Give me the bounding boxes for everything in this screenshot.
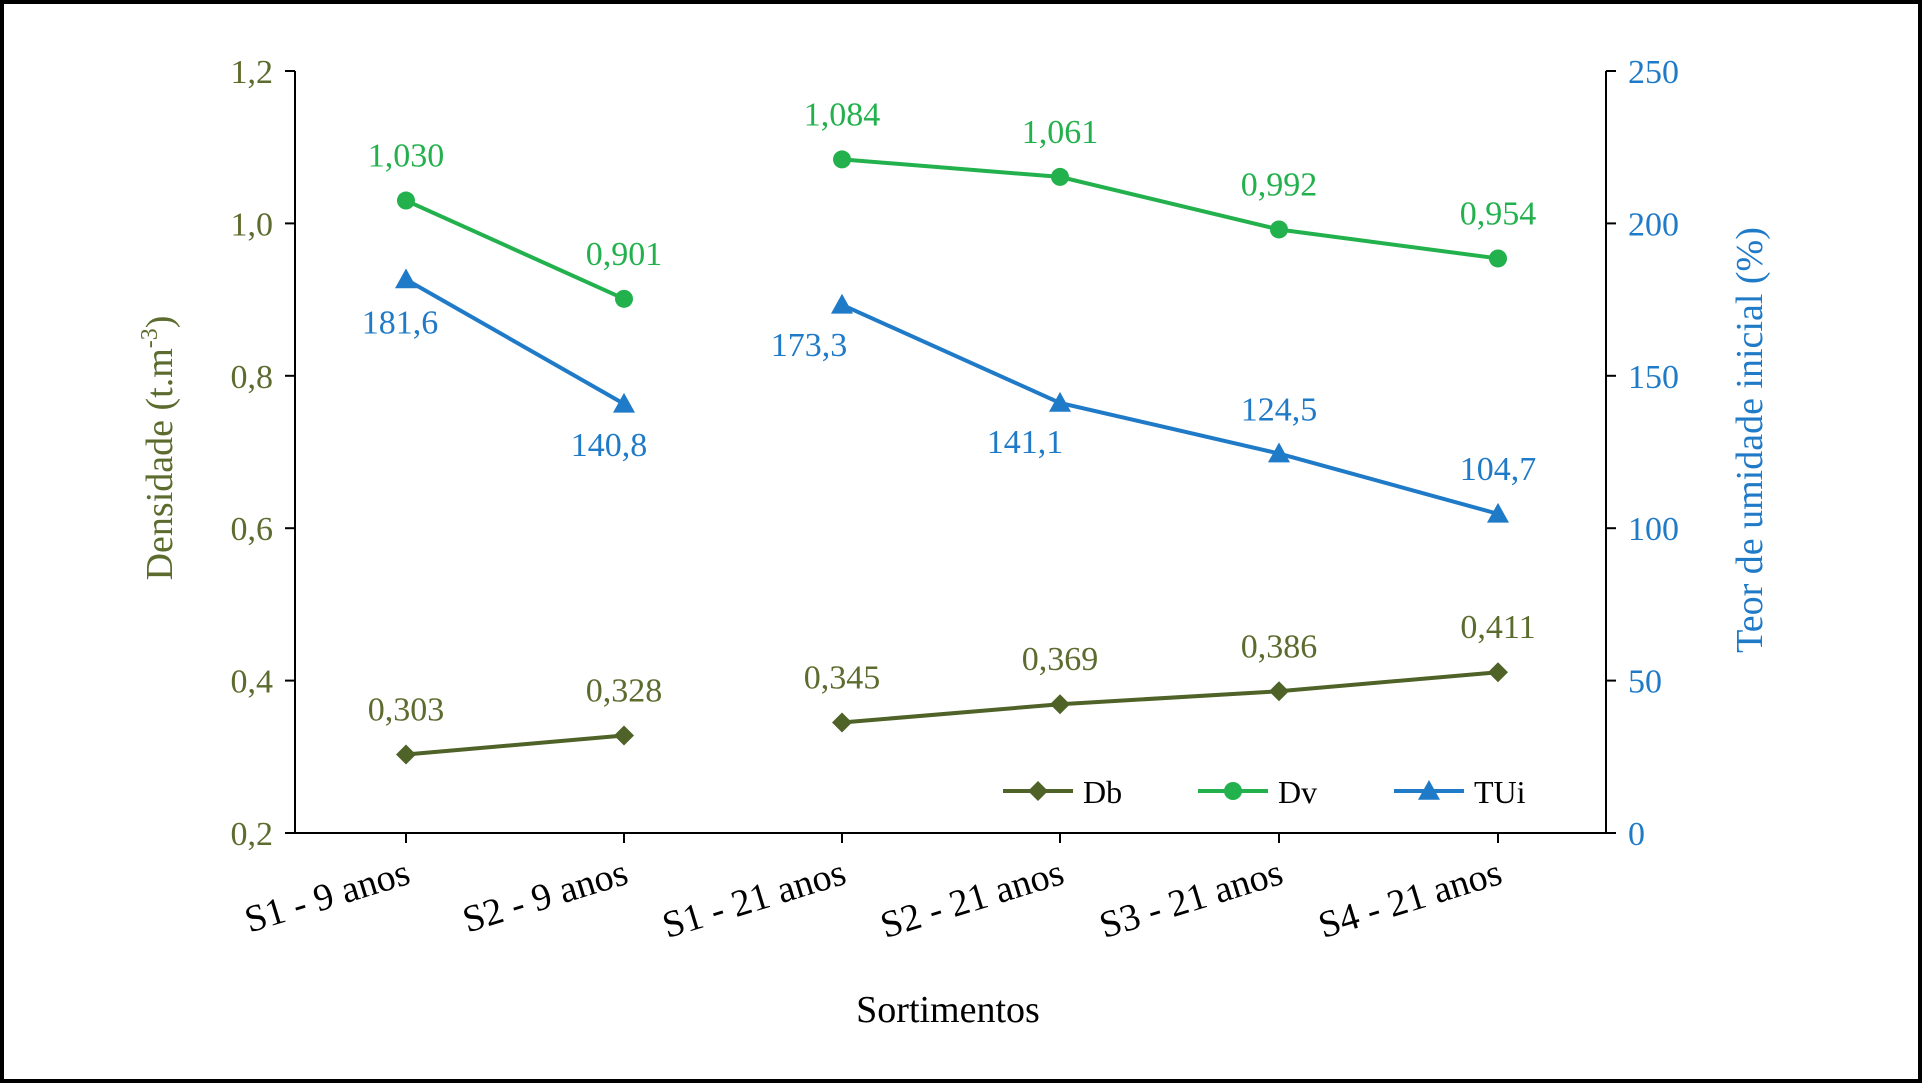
series-db-point [396, 744, 416, 765]
series-dv-point [833, 150, 851, 169]
legend-item-tui: TUi [1394, 774, 1526, 810]
series-dv-line [841, 157, 1499, 261]
y-right-tick-label: 150 [1628, 359, 1679, 396]
data-label-tui: 181,6 [362, 304, 439, 341]
data-label-dv: 0,901 [586, 236, 663, 273]
series-db-point [1488, 662, 1508, 683]
y-left-tick-label: 0,8 [231, 359, 274, 396]
legend-label: Dv [1278, 774, 1317, 810]
data-label-db: 0,369 [1022, 641, 1099, 678]
series-dv-point [1051, 167, 1069, 186]
y-left-axis-title-sup: -3 [137, 328, 163, 348]
data-label-db: 0,303 [368, 692, 445, 729]
legend-label: TUi [1474, 774, 1526, 810]
y-left-tick-label: 1,0 [231, 206, 274, 243]
series-dv-point [1270, 220, 1288, 239]
y-right-tick-label: 0 [1628, 816, 1645, 853]
y-right-tick-label: 200 [1628, 206, 1679, 243]
series-tui-point [1049, 391, 1071, 412]
data-label-dv: 1,084 [804, 96, 881, 133]
series-tui-line [841, 302, 1499, 516]
legend-item-dv: Dv [1198, 774, 1317, 810]
y-left-tick-label: 0,4 [231, 664, 274, 701]
series-tui [395, 268, 1509, 523]
series-dv [397, 150, 1507, 308]
legend-swatch-marker [1224, 782, 1242, 800]
chart-legend: Db Dv TUi [1003, 774, 1526, 810]
series-dv-point [615, 289, 633, 308]
legend-swatch-marker [1028, 781, 1048, 801]
y-left-tick-label: 0,6 [231, 511, 274, 548]
data-label-tui: 124,5 [1241, 392, 1318, 429]
y-left-tick-label: 0,2 [231, 816, 274, 853]
series-tui-point [613, 392, 635, 413]
data-label-tui: 104,7 [1460, 451, 1537, 488]
series-db-line [405, 733, 625, 757]
data-label-tui: 140,8 [571, 427, 648, 464]
data-label-dv: 0,954 [1460, 195, 1537, 232]
data-label-db: 0,411 [1460, 609, 1535, 646]
legend-item-db: Db [1003, 774, 1122, 810]
x-axis-title: Sortimentos [856, 989, 1040, 1031]
y-left-axis-title: Densidade (t.m-3) [137, 316, 181, 581]
data-label-tui: 141,1 [987, 424, 1064, 461]
data-label-db: 0,386 [1241, 628, 1318, 665]
y-right-tick-label: 50 [1628, 664, 1662, 701]
data-label-dv: 1,030 [368, 138, 445, 175]
data-label-dv: 0,992 [1241, 166, 1318, 203]
series-tui-point [1268, 442, 1290, 463]
series-layer [395, 150, 1509, 765]
data-label-db: 0,328 [586, 672, 663, 709]
series-tui-point [831, 293, 853, 314]
legend-label: Db [1083, 774, 1122, 810]
data-label-db: 0,345 [804, 660, 881, 697]
y-right-axis-title: Teor de umidade inicial (%) [1729, 227, 1771, 653]
series-db-point [832, 712, 852, 733]
series-tui-point [1487, 502, 1509, 523]
y-left-tick-label: 1,2 [231, 54, 274, 91]
series-dv-line [405, 198, 625, 301]
y-left-axis-title-close: ) [139, 316, 181, 329]
series-db-line [841, 670, 1499, 725]
series-tui-point [395, 268, 417, 289]
y-right-tick-label: 100 [1628, 511, 1679, 548]
series-db-point [614, 725, 634, 746]
series-db-point [1269, 681, 1289, 702]
series-db-point [1050, 694, 1070, 715]
y-right-tick-label: 250 [1628, 54, 1679, 91]
legend-swatch-marker [1418, 780, 1440, 800]
series-db [396, 662, 1508, 765]
data-label-dv: 1,061 [1022, 114, 1099, 151]
y-left-axis-title-main: Densidade (t.m [139, 348, 181, 580]
series-dv-point [397, 191, 415, 210]
data-label-tui: 173,3 [771, 327, 848, 364]
series-tui-line [405, 277, 625, 406]
series-dv-point [1489, 249, 1507, 268]
data-labels-layer: 0,303 0,328 0,345 0,369 0,386 0,411 1,030 0,901… [362, 96, 1537, 728]
